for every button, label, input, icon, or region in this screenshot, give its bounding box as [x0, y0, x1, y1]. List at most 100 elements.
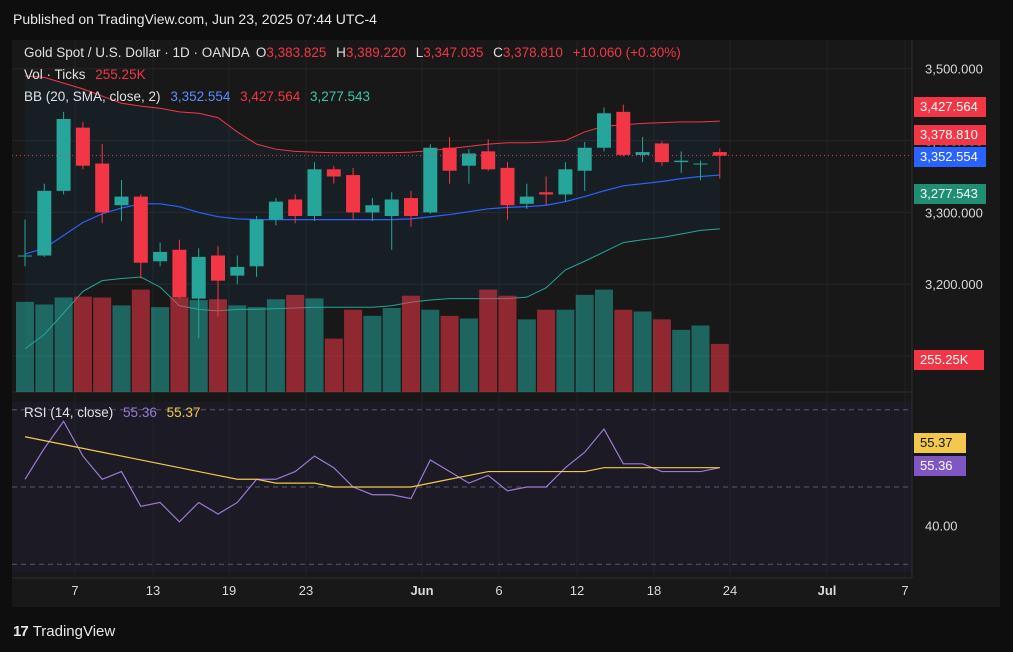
- low-value: 3,347.035: [423, 45, 484, 60]
- candle-body: [75, 127, 90, 166]
- volume-bar: [305, 298, 324, 392]
- time-tick-label: 23: [299, 583, 313, 598]
- bb-basis-value: 3,352.554: [170, 89, 231, 104]
- candle-body: [616, 111, 631, 155]
- candle-body: [18, 255, 32, 257]
- bb-lower-value: 3,277.543: [309, 89, 371, 104]
- volume-badge: 255.25K: [914, 350, 984, 370]
- volume-bar: [459, 318, 478, 392]
- symbol-title: Gold Spot / U.S. Dollar · 1D · OANDA: [24, 45, 250, 60]
- candle-body: [384, 199, 399, 216]
- candle-body: [674, 160, 689, 163]
- volume-bar: [324, 338, 343, 392]
- volume-label: Vol · Ticks: [24, 67, 86, 82]
- volume-bar: [633, 311, 652, 392]
- candle-body: [288, 199, 303, 216]
- candle-body: [211, 255, 225, 281]
- volume-bar: [170, 297, 189, 392]
- volume-bar: [266, 299, 285, 392]
- bb-legend[interactable]: BB (20, SMA, close, 2) 3,352.554 3,427.5…: [24, 89, 376, 104]
- bb-lower-badge: 3,277.543: [914, 184, 986, 204]
- rsi-legend[interactable]: RSI (14, close) 55.36 55.37: [24, 405, 206, 420]
- volume-bar: [35, 304, 54, 392]
- bb-basis-badge: 3,352.554: [914, 147, 986, 167]
- candle-body: [191, 256, 206, 299]
- rsi-ma-value: 55.37: [166, 405, 201, 420]
- volume-bar: [151, 307, 170, 392]
- candle-body: [654, 143, 669, 163]
- time-tick-label: 12: [570, 583, 584, 598]
- rsi-line: [24, 420, 720, 523]
- volume-bar: [54, 297, 73, 392]
- open-label: O: [255, 45, 267, 60]
- rsi-value: 55.36: [123, 405, 157, 420]
- symbol-legend[interactable]: Gold Spot / U.S. Dollar · 1D · OANDA O3,3…: [24, 45, 687, 60]
- candle-body: [307, 169, 322, 216]
- time-tick-label: 18: [647, 583, 661, 598]
- candle-body: [635, 152, 650, 155]
- price-tick-label: 3,500.000: [925, 62, 983, 77]
- volume-bar: [402, 295, 420, 392]
- volume-bar: [93, 297, 112, 392]
- time-tick-label: Jul: [818, 583, 837, 598]
- published-text: Published on TradingView.com, Jun 23, 20…: [13, 11, 377, 27]
- time-tick-label: 6: [495, 583, 502, 598]
- candle-body: [519, 196, 534, 204]
- candle-body: [558, 169, 573, 195]
- candle-body: [712, 152, 727, 156]
- high-value: 3,389.220: [345, 45, 406, 60]
- bb-label: BB (20, SMA, close, 2): [24, 89, 161, 104]
- volume-bar: [382, 308, 401, 392]
- candle-body: [481, 151, 496, 170]
- candle-body: [423, 147, 438, 213]
- volume-bar: [286, 294, 305, 392]
- volume-bar: [672, 329, 691, 392]
- volume-bar: [575, 294, 594, 392]
- candle-body: [461, 153, 476, 166]
- volume-legend[interactable]: Vol · Ticks 255.25K: [24, 67, 152, 82]
- volume-bar: [363, 315, 382, 392]
- time-tick-label: 7: [71, 583, 78, 598]
- candle-body: [500, 167, 515, 206]
- candlestick-chart[interactable]: 3,500.0003,400.0003,300.0003,200.0003,10…: [12, 40, 1000, 607]
- tradingview-logo-icon: 17: [13, 622, 29, 640]
- candle-body: [56, 119, 71, 191]
- bb-upper-badge: 3,427.564: [914, 97, 986, 117]
- volume-bar: [691, 325, 710, 392]
- volume-bar: [595, 289, 613, 392]
- volume-bar: [710, 343, 729, 392]
- price-tick-label: 3,200.000: [925, 277, 983, 292]
- volume-bar: [112, 305, 131, 392]
- volume-bar: [209, 299, 227, 392]
- candle-body: [153, 251, 168, 262]
- volume-bar: [517, 319, 536, 392]
- rsi-tick-label: 40.00: [925, 519, 958, 534]
- rsi-ma-badge: 55.37: [914, 433, 966, 453]
- time-tick-label: 24: [723, 583, 737, 598]
- candle-body: [365, 205, 380, 213]
- time-tick-label: 19: [222, 583, 236, 598]
- time-tick-label: Jun: [410, 583, 433, 598]
- candle-body: [114, 196, 129, 206]
- candle-body: [172, 249, 187, 298]
- candle-body: [539, 192, 554, 195]
- time-tick-label: 13: [146, 583, 160, 598]
- tradingview-brand: TradingView: [32, 622, 116, 640]
- rsi-ma-line: [24, 436, 720, 488]
- tradingview-footer[interactable]: 17 TradingView: [13, 620, 115, 642]
- volume-bar: [247, 307, 266, 392]
- candle-body: [346, 175, 361, 213]
- open-value: 3,383.825: [266, 45, 327, 60]
- volume-bar: [652, 319, 671, 392]
- candle-body: [268, 201, 283, 220]
- volume-bar: [73, 296, 92, 392]
- volume-bar: [16, 301, 34, 392]
- candle-body: [442, 147, 457, 171]
- time-tick-label: 7: [901, 583, 908, 598]
- change-value: +10.060 (+0.30%): [572, 45, 681, 60]
- volume-bar: [614, 309, 633, 392]
- volume-bar: [131, 289, 150, 392]
- bb-upper-value: 3,427.564: [240, 89, 301, 104]
- rsi-label: RSI (14, close): [24, 405, 114, 420]
- candle-body: [326, 169, 341, 177]
